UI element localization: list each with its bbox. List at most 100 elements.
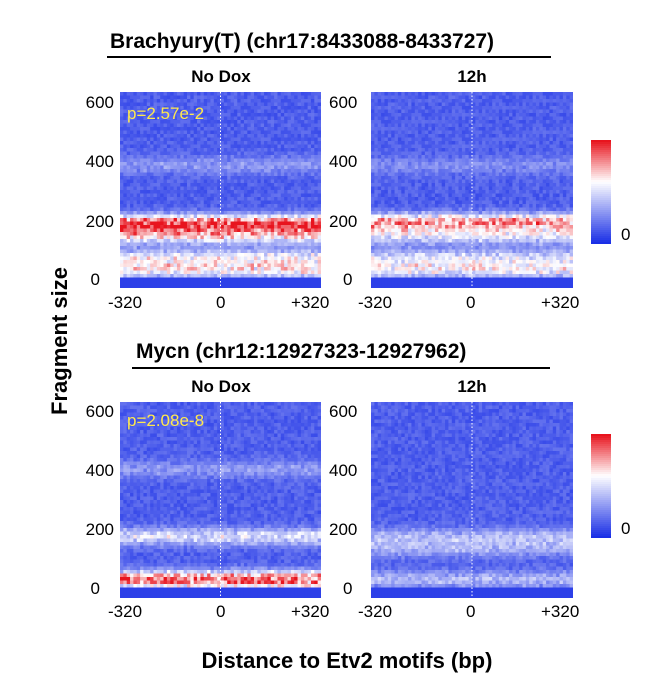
heatmap-cell [525,134,530,139]
heatmap-cell [290,151,295,156]
heatmap-cell [549,158,554,163]
heatmap-cell [505,113,510,118]
heatmap-cell [434,155,439,160]
heatmap-cell [277,267,282,272]
heatmap-cell [217,95,222,100]
heatmap-cell [230,130,235,135]
heatmap-cell [130,148,134,153]
heatmap-cell [213,253,218,258]
heatmap-cell [535,179,540,184]
heatmap-cell [203,193,208,198]
heatmap-cell [123,165,128,170]
heatmap-cell [193,246,198,251]
heatmap-cell [391,172,396,177]
heatmap-cell [197,109,201,114]
heatmap-cell [284,211,289,216]
heatmap-cell [227,284,232,288]
heatmap-cell [475,95,480,100]
heatmap-cell [257,151,262,156]
heatmap-cell [197,281,201,286]
heatmap-cell [448,137,453,142]
heatmap-cell [401,169,406,174]
heatmap-cell [176,130,181,135]
heatmap-cell [227,218,232,223]
heatmap-cell [267,141,272,146]
heatmap-cell [254,183,258,188]
heatmap-cell [140,176,145,181]
heatmap-cell [468,109,473,114]
heatmap-cell [502,120,507,125]
heatmap-cell [260,179,265,184]
heatmap-cell [197,200,201,205]
heatmap-cell [280,120,285,125]
heatmap-cell [387,155,392,160]
heatmap-cell [146,130,151,135]
heatmap-cell [401,162,406,167]
heatmap-cell [217,148,222,153]
heatmap-cell [213,225,218,230]
heatmap-cell [310,281,315,286]
heatmap-cell [408,130,412,135]
heatmap-cell [284,179,289,184]
heatmap-cell [404,120,409,125]
heatmap-cell [136,277,141,282]
heatmap-cell [562,134,567,139]
heatmap-cell [274,197,279,202]
heatmap-cell [197,274,201,279]
heatmap-cell [458,172,463,177]
heatmap-cell [130,197,134,202]
heatmap-cell [401,158,406,163]
heatmap-cell [197,123,201,128]
heatmap-cell [267,270,272,275]
heatmap-cell [163,204,168,209]
heatmap-cell [284,109,289,114]
heatmap-cell [404,172,409,177]
heatmap-cell [284,190,289,195]
heatmap-cell [280,263,285,268]
heatmap-cell [140,190,145,195]
heatmap-cell [495,130,500,135]
heatmap-cell [492,130,497,135]
heatmap-cell [515,123,520,128]
heatmap-cell [284,204,289,209]
heatmap-cell [126,102,131,107]
heatmap-cell [529,183,534,188]
heatmap-cell [150,228,155,233]
heatmap-cell [509,144,513,149]
heatmap-cell [465,99,470,104]
heatmap-cell [143,134,148,139]
heatmap-cell [223,113,228,118]
heatmap-cell [277,141,282,146]
heatmap-cell [250,214,255,219]
heatmap-cell [284,165,289,170]
heatmap-cell [529,169,534,174]
heatmap-cell [187,130,191,135]
heatmap-cell [424,179,429,184]
heatmap-cell [270,207,275,212]
heatmap-cell [458,144,463,149]
heatmap-cell [566,169,571,174]
heatmap-cell [240,211,245,216]
heatmap-cell [120,144,124,149]
heatmap-cell [546,179,551,184]
heatmap-cell [274,102,279,107]
heatmap-cell [314,242,319,247]
heatmap-cell [374,92,379,97]
heatmap-cell [458,134,463,139]
heatmap-cell [250,218,255,223]
heatmap-cell [394,148,399,153]
heatmap-cell [515,120,520,125]
heatmap-cell [140,235,145,240]
heatmap-cell [136,148,141,153]
heatmap-cell [515,148,520,153]
heatmap-cell [562,151,567,156]
heatmap-cell [277,256,282,261]
heatmap-cell [160,204,165,209]
heatmap-cell [428,176,433,181]
heatmap-cell [130,190,134,195]
heatmap-cell [297,242,302,247]
heatmap-cell [187,204,191,209]
heatmap-cell [197,228,201,233]
heatmap-cell [317,232,321,237]
heatmap-cell [539,127,544,132]
